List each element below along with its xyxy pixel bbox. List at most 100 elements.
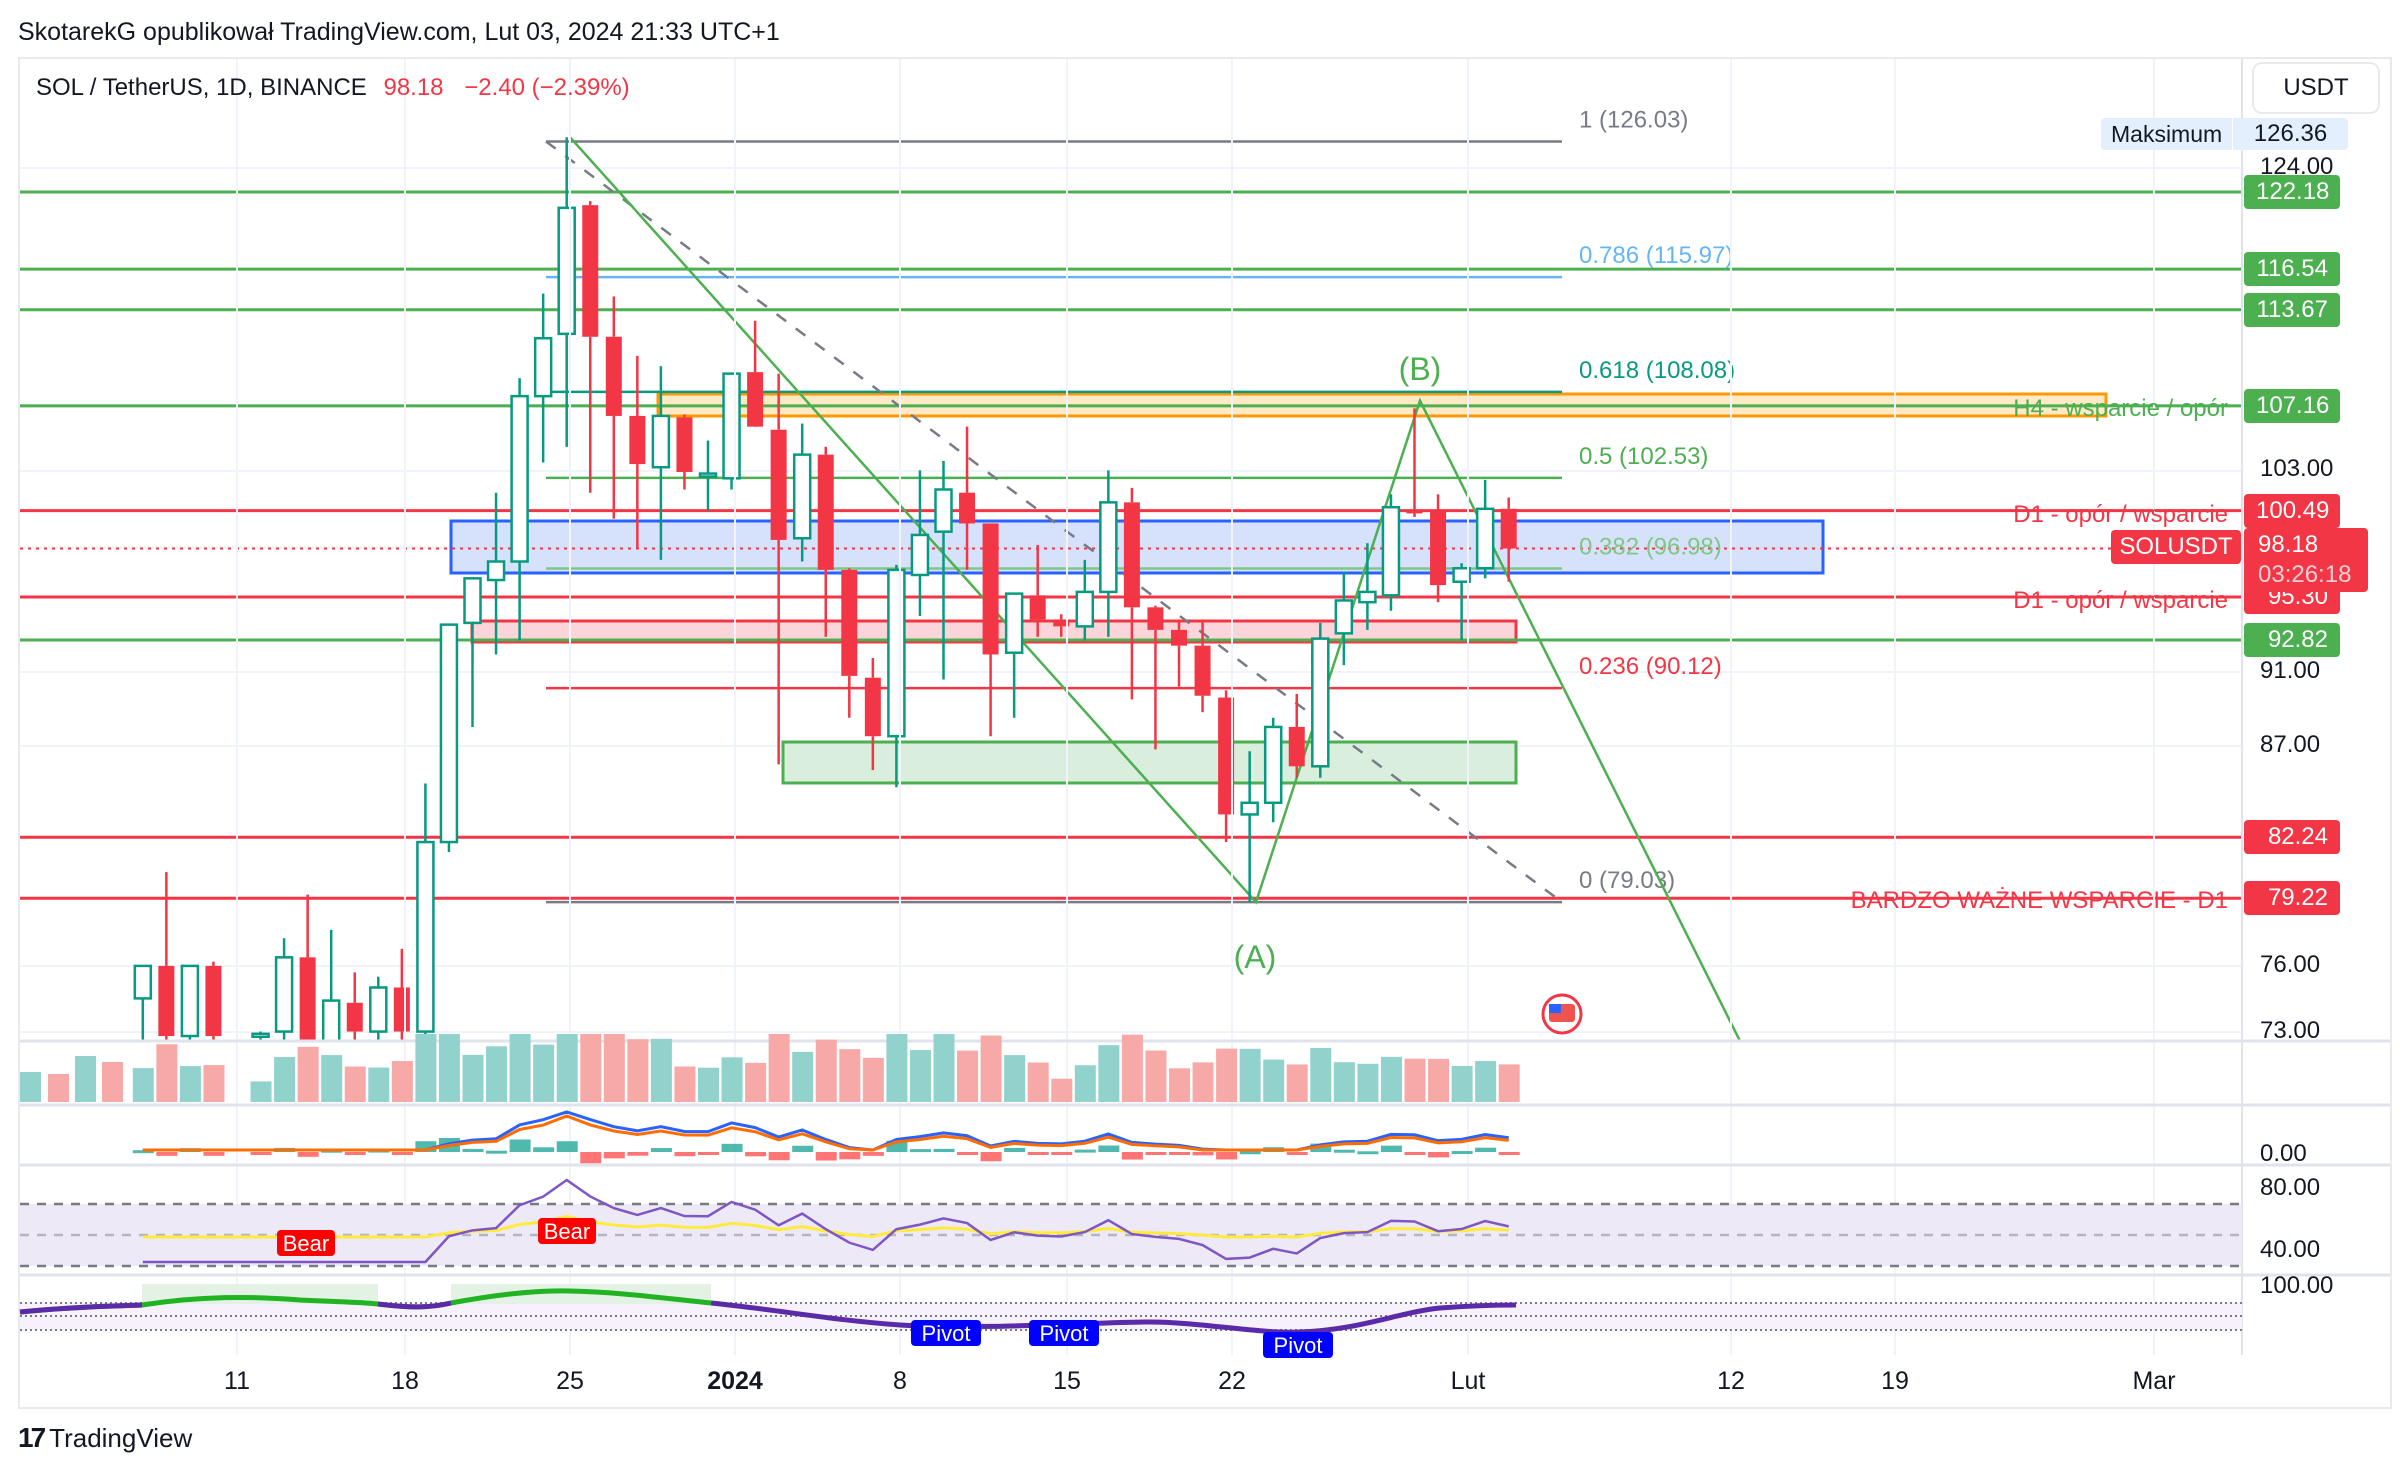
time-axis-label: 25: [556, 1367, 584, 1395]
candle: [180, 964, 200, 1041]
time-axis-label: 15: [1053, 1367, 1081, 1395]
brand-name: TradingView: [49, 1422, 193, 1453]
candle: [629, 355, 646, 549]
candle: [934, 460, 953, 680]
time-axis-label: Mar: [2132, 1367, 2176, 1395]
price-level-tag: 116.54: [2244, 252, 2340, 287]
rsi-upper-label: 80.00: [2260, 1174, 2321, 1201]
candle: [959, 426, 976, 570]
svg-text:(A): (A): [1234, 939, 1277, 975]
candle: [1263, 717, 1283, 823]
svg-text:1 (126.03): 1 (126.03): [1579, 106, 1688, 133]
candle: [1406, 408, 1423, 517]
maximum-value: 126.36: [2233, 118, 2348, 150]
time-axis-label: 12: [1717, 1367, 1745, 1395]
candle: [1194, 619, 1211, 713]
candle: [1381, 494, 1401, 611]
macd-pane: [132, 1110, 1520, 1164]
svg-text:Bear: Bear: [283, 1231, 329, 1256]
chart-frame: [18, 57, 2392, 1409]
published-caption: SkotarekG opublikował TradingView.com, L…: [18, 18, 780, 46]
candle: [346, 972, 363, 1041]
candle: [864, 658, 881, 771]
time-axis-label: Lut: [1450, 1367, 1486, 1395]
candle: [299, 894, 316, 1041]
candle: [982, 523, 999, 737]
candle: [510, 378, 529, 641]
time-axis-label: 8: [893, 1367, 907, 1395]
time-axis-label: 22: [1218, 1367, 1246, 1395]
candle: [582, 201, 599, 493]
svg-text:0.382 (96.98): 0.382 (96.98): [1579, 534, 1722, 561]
candle: [1099, 470, 1118, 637]
time-axis-label: 2024: [707, 1367, 763, 1395]
candle: [1452, 563, 1471, 641]
svg-text:Pivot: Pivot: [1274, 1333, 1323, 1358]
candle: [910, 470, 930, 616]
price-level-tag: 82.24: [2244, 820, 2340, 855]
candle: [557, 137, 576, 447]
candle: [1430, 494, 1447, 603]
candle: [369, 976, 388, 1041]
candle: [274, 938, 294, 1041]
svg-text:0.5 (102.53): 0.5 (102.53): [1579, 443, 1708, 470]
candle: [698, 440, 718, 511]
current-price-tag: 98.18 03:26:18: [2244, 528, 2368, 592]
candle: [1029, 544, 1046, 637]
price-level-tag: 107.16: [2244, 388, 2340, 423]
candle: [770, 373, 787, 765]
chart-note: BARDZO WAŻNE WSPARCIE - D1: [1850, 887, 2228, 914]
symbol-legend[interactable]: SOL / TetherUS, 1D, BINANCE 98.18 −2.40 …: [36, 74, 630, 102]
time-axis-label: 19: [1881, 1367, 1909, 1395]
price-level-tag: 113.67: [2244, 292, 2340, 327]
candle: [486, 492, 506, 655]
candle: [463, 577, 482, 727]
candle: [817, 446, 834, 637]
candle: [321, 929, 341, 1041]
candle: [133, 964, 153, 1041]
svg-text:0.236 (90.12): 0.236 (90.12): [1579, 653, 1722, 680]
candle: [676, 414, 693, 490]
tradingview-brand[interactable]: 17 TradingView: [18, 1422, 192, 1454]
candle: [1475, 479, 1495, 579]
price-axis-tick: 73.00: [2260, 1016, 2321, 1044]
candle: [251, 1031, 270, 1041]
candle: [1004, 592, 1024, 718]
osc-upper-label: 100.00: [2260, 1272, 2334, 1299]
price-axis-tick: 91.00: [2260, 657, 2321, 685]
candle: [747, 320, 764, 427]
currency-button[interactable]: USDT: [2252, 62, 2380, 114]
candle: [416, 783, 435, 1037]
candle: [1075, 559, 1095, 641]
candle: [158, 872, 175, 1041]
candle: [792, 423, 812, 562]
chart-note: H4 - wsparcie / opór: [2013, 395, 2228, 422]
candle: [605, 296, 622, 519]
tradingview-logo-icon: 17: [18, 1422, 46, 1453]
price-axis-tick: 87.00: [2260, 730, 2321, 758]
price-level-tag: 100.49: [2244, 493, 2340, 528]
last-price: 98.18: [383, 74, 444, 101]
symbol-tag: SOLUSDT: [2111, 530, 2241, 564]
oscillator-pane: Bear Bear Pivot Pivot Pivot: [19, 1218, 2242, 1358]
price-change: −2.40 (−2.39%): [464, 74, 630, 101]
svg-text:Pivot: Pivot: [1040, 1321, 1089, 1346]
price-level-tag: 122.18: [2244, 175, 2340, 210]
candle: [1218, 690, 1235, 843]
time-axis-label: 18: [391, 1367, 419, 1395]
candle: [1053, 614, 1070, 637]
rsi-pane: [20, 1178, 2242, 1268]
candle: [533, 293, 553, 463]
candle: [1358, 543, 1377, 630]
chart-note: D1 - opór / wsparcie: [2013, 587, 2228, 614]
candle: [1240, 751, 1259, 903]
candle: [439, 623, 459, 853]
candle: [1123, 487, 1140, 700]
price-level-tag: 79.22: [2244, 881, 2340, 916]
bar-countdown: 03:26:18: [2258, 561, 2352, 588]
chart-note: D1 - opór / wsparcie: [2013, 501, 2228, 528]
symbol-name: SOL / TetherUS, 1D, BINANCE: [36, 74, 367, 101]
candle: [841, 568, 858, 718]
candle: [1147, 605, 1164, 750]
